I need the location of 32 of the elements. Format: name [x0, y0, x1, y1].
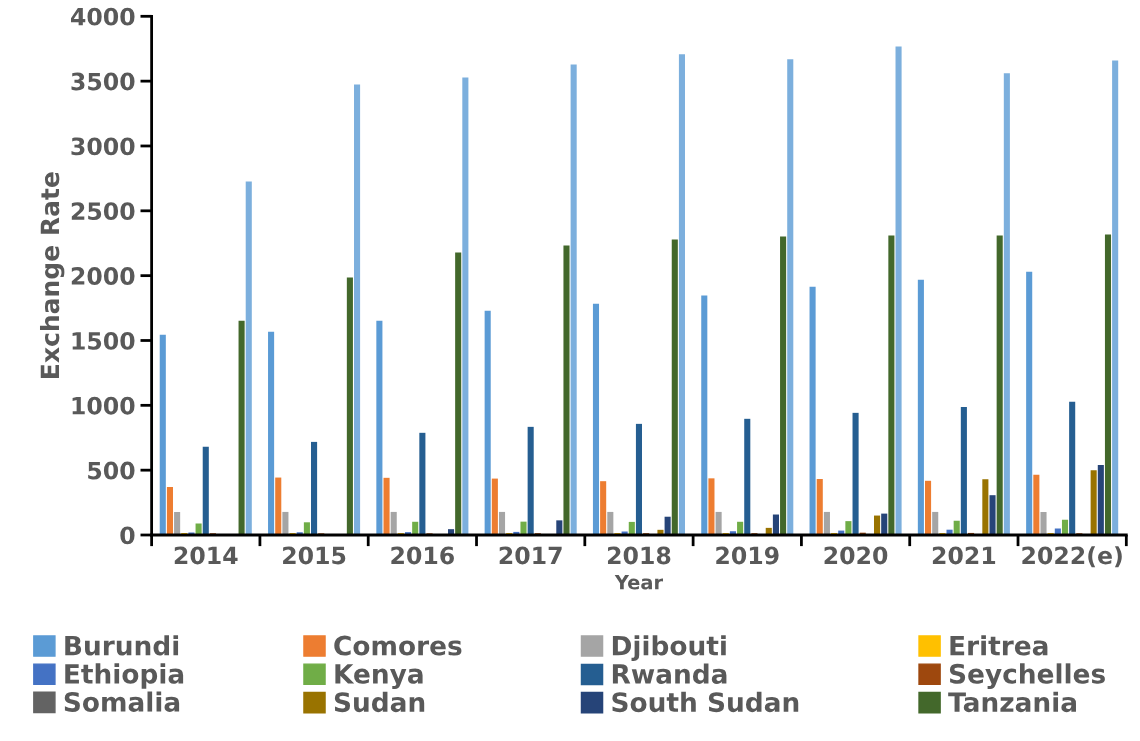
x-tick-label: 2017	[499, 546, 562, 565]
x-tick-label: 2015	[283, 546, 346, 565]
x-tick-label: 2020	[824, 546, 888, 565]
legend-label: Burundi	[65, 635, 179, 656]
legend-label: Seychelles	[949, 663, 1105, 690]
legend-label: South Sudan	[612, 691, 799, 713]
y-axis-title: Exchange Rate	[39, 172, 65, 378]
y-tick-label: 500	[88, 461, 135, 480]
legend-label: Kenya	[335, 664, 423, 690]
legend-label: Tanzania	[948, 691, 1076, 713]
legend-label: Ethiopia	[65, 663, 184, 689]
y-tick-label: 3000	[71, 137, 135, 156]
legend-label: Sudan	[334, 691, 425, 713]
y-tick-label: 4000	[71, 7, 135, 26]
legend-label: Comores	[334, 635, 462, 656]
x-tick-label: 2019	[716, 546, 779, 565]
y-tick-label: 1000	[72, 396, 135, 415]
x-tick-label: 2021	[932, 546, 996, 565]
y-tick-label: 2500	[71, 202, 135, 221]
legend-label: Eritrea	[950, 635, 1048, 656]
y-tick-label: 1500	[72, 331, 135, 350]
y-tick-label: 2000	[71, 267, 135, 285]
legend-label: Somalia	[64, 691, 180, 712]
x-axis-title: Year	[614, 575, 664, 590]
legend-label: Rwanda	[612, 663, 727, 684]
x-tick-label: 2022(e)	[1022, 546, 1122, 568]
x-tick-label: 2014	[174, 546, 238, 565]
y-tick-label: 3500	[71, 72, 135, 91]
y-tick-label: 0	[120, 526, 135, 545]
x-tick-label: 2016	[391, 546, 454, 565]
x-tick-label: 2018	[607, 546, 671, 565]
legend-label: Djibouti	[612, 635, 726, 661]
